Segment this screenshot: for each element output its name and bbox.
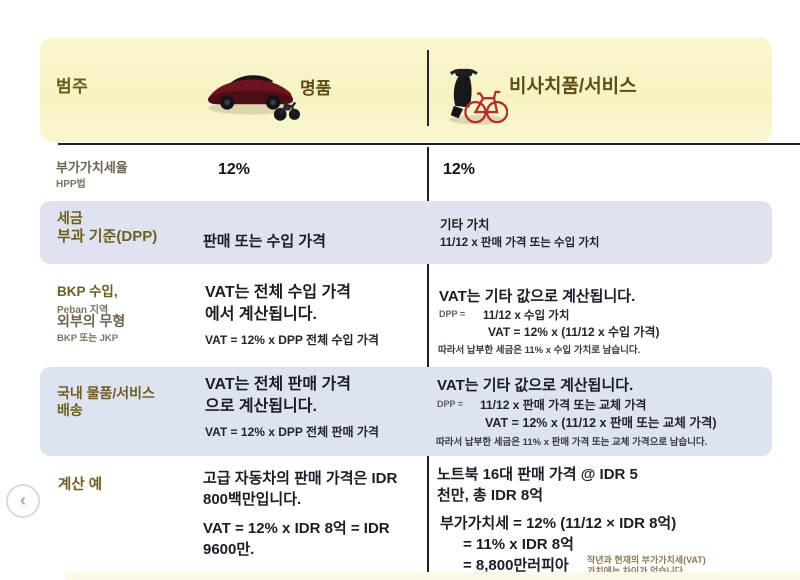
example-nonluxury-line2: 천만, 총 IDR 8억 [437, 487, 544, 504]
row-vat-rate-sublabel: HPP법 [56, 179, 86, 190]
row-domestic-card [40, 367, 772, 456]
example-luxury-line2: 800백만입니다. [203, 491, 302, 508]
luxury-car-icon [205, 60, 300, 131]
example-note-line1: 작년과 현재의 부가가치세(VAT) [587, 555, 706, 565]
example-luxury-calc: VAT = 12% x IDR 8억 = IDR 9600만. [203, 518, 390, 560]
row-bkp-label-3: 외부의 무형 [57, 313, 126, 329]
tax-base-luxury-value: 판매 또는 수입 가격 [203, 233, 326, 250]
domestic-luxury-text: VAT는 전체 판매 가격 으로 계산됩니다. [205, 374, 351, 418]
chevron-left-icon: ‹ [20, 489, 26, 510]
nonluxury-column-label: 비사치품/서비스 [509, 76, 637, 97]
domestic-nonluxury-formula: VAT = 12% x (11/12 x 판매 또는 교체 가격) [485, 416, 717, 430]
example-luxury-line1: 고급 자동차의 판매 가격은 IDR [203, 470, 398, 487]
example-luxury-text: 고급 자동차의 판매 가격은 IDR 800백만입니다. [203, 468, 397, 510]
next-section-edge [65, 572, 800, 580]
header-separator-line [58, 143, 800, 145]
example-nonluxury-calc2: = 11% x IDR 8억 [463, 536, 574, 553]
vat-rate-luxury-value: 12% [218, 161, 251, 178]
tax-base-nonluxury-line2: 11/12 x 판매 가격 또는 수입 가치 [440, 237, 600, 249]
row-bkp-label-4: BKP 또는 JKP [57, 333, 119, 344]
example-luxury-calc-line2: 9600만. [203, 541, 255, 558]
bkp-nonluxury-note: 따라서 납부한 세금은 11% x 수입 가치로 남습니다. [438, 345, 641, 356]
example-nonluxury-calc1: 부가가치세 = 12% (11/12 × IDR 8억) [440, 515, 677, 532]
bkp-nonluxury-heading: VAT는 기타 값으로 계산됩니다. [439, 288, 636, 305]
row-domestic-label-1: 국내 물품/서비스 [57, 385, 155, 401]
example-note-line2: 가치에는 차이가 없습니다. [587, 566, 686, 576]
row-example-label: 계산 예 [58, 477, 103, 493]
row-tax-base-card [40, 201, 772, 264]
category-label: 범주 [56, 77, 89, 96]
domestic-dpp-tag: DPP = [437, 399, 464, 409]
domestic-nonluxury-heading: VAT는 기타 값으로 계산됩니다. [437, 377, 634, 394]
domestic-luxury-text-line1: VAT는 전체 판매 가격 [205, 376, 352, 393]
domestic-dpp-value: 11/12 x 판매 가격 또는 교체 가격 [480, 398, 647, 412]
domestic-luxury-formula: VAT = 12% x DPP 전체 판매 가격 [205, 425, 379, 439]
example-nonluxury-calc3: = 8,800만러피아 [463, 557, 569, 574]
table-column-divider [427, 147, 429, 580]
bkp-luxury-text-line2: 에서 계산됩니다. [205, 306, 317, 323]
row-domestic-label-2: 배송 [57, 402, 83, 418]
row-bkp-label-2: Peban 지역 [57, 305, 109, 316]
category-header-band [40, 38, 772, 142]
bkp-luxury-formula: VAT = 12% x DPP 전체 수입 가격 [205, 333, 379, 347]
luxury-column-label: 명품 [300, 79, 332, 98]
row-tax-base-label-2: 부과 기준(DPP) [57, 228, 158, 245]
bkp-luxury-text: VAT는 전체 수입 가격 에서 계산됩니다. [205, 282, 351, 326]
carousel-prev-button[interactable]: ‹ [6, 484, 40, 518]
domestic-nonluxury-note: 따라서 납부한 세금은 11% x 판매 가격 또는 교체 가격으로 남습니다. [436, 437, 708, 448]
row-tax-base-label-1: 세금 [57, 210, 83, 226]
domestic-luxury-text-line2: 으로 계산됩니다. [205, 398, 317, 415]
tax-base-nonluxury-line1: 기타 가치 [440, 218, 490, 232]
example-nonluxury-line1: 노트북 16대 판매 가격 @ IDR 5 [437, 466, 638, 483]
row-vat-rate-label: 부가가치세율 [56, 160, 128, 175]
example-nonluxury-note: 작년과 현재의 부가가치세(VAT) 가치에는 차이가 없습니다. [587, 555, 706, 577]
row-bkp-label-1: BKP 수입, [57, 284, 118, 299]
scooter-bicycle-icon [446, 58, 509, 131]
bkp-luxury-text-line1: VAT는 전체 수입 가격 [205, 284, 352, 301]
header-column-divider [427, 50, 429, 126]
example-luxury-calc-line1: VAT = 12% x IDR 8억 = IDR [203, 520, 390, 537]
bkp-nonluxury-formula: VAT = 12% x (11/12 x 수입 가격) [488, 325, 660, 339]
example-nonluxury-text: 노트북 16대 판매 가격 @ IDR 5 천만, 총 IDR 8억 [437, 464, 638, 506]
bkp-dpp-tag: DPP = [439, 309, 466, 319]
bkp-dpp-value: 11/12 x 수입 가치 [483, 310, 570, 322]
vat-rate-nonluxury-value: 12% [443, 161, 476, 178]
